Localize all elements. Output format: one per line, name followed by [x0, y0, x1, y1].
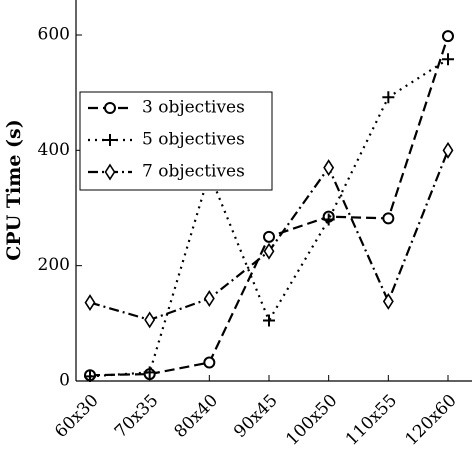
data-point	[442, 53, 454, 66]
y-axis-ticks: 0 200 400 600	[38, 25, 82, 391]
y-tick-label: 0	[59, 371, 70, 391]
data-point	[323, 159, 335, 177]
legend-marker	[104, 102, 116, 114]
legend-marker	[104, 134, 116, 146]
legend-label: 3 objectives	[142, 98, 245, 118]
y-tick-label: 400	[38, 140, 70, 160]
legend: 3 objectives 5 objectives 7 objectives	[79, 91, 273, 191]
x-tick-label: 90x45	[230, 391, 282, 443]
x-tick-label: 60x30	[51, 391, 103, 443]
x-tick-label: 100x50	[282, 391, 341, 450]
legend-label: 5 objectives	[142, 130, 245, 150]
legend-marker	[104, 163, 116, 181]
data-point	[84, 294, 96, 312]
data-point	[143, 366, 156, 379]
data-point	[442, 141, 454, 159]
y-tick-label: 600	[38, 25, 70, 45]
x-tick-label: 110x55	[342, 391, 401, 450]
x-tick-label: 120x60	[402, 391, 461, 450]
data-point	[382, 91, 395, 104]
data-point	[144, 311, 156, 329]
data-point	[382, 292, 394, 310]
data-point	[442, 30, 454, 43]
data-point	[263, 242, 275, 260]
y-axis-title: CPU Time (s)	[3, 119, 25, 260]
data-point	[203, 290, 215, 308]
data-point	[203, 356, 216, 369]
legend-label: 7 objectives	[142, 162, 245, 182]
data-point	[322, 213, 335, 226]
series-3	[84, 141, 454, 329]
data-point	[84, 370, 96, 382]
x-tick-label: 80x40	[171, 391, 223, 443]
data-point	[263, 230, 275, 243]
series-group	[84, 30, 454, 382]
data-point	[263, 314, 275, 327]
x-tick-label: 70x35	[111, 391, 163, 443]
series-1	[84, 30, 454, 382]
x-axis-ticks: 60x30 70x35 80x40 90x45 100x50 110x55 120x60	[51, 375, 461, 450]
data-point	[382, 212, 395, 225]
y-tick-label: 200	[38, 255, 70, 275]
